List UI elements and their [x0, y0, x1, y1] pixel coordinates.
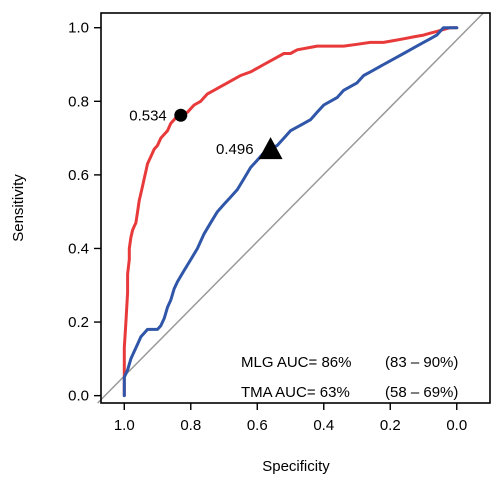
y-axis: 0.0 0.2 0.4 0.6 0.8 1.0 — [68, 20, 101, 405]
marker-label-tma: 0.496 — [216, 141, 254, 158]
x-tick-label: 0.8 — [180, 417, 201, 434]
legend-label-mlg: MLG AUC= 86% — [241, 354, 351, 371]
x-tick-label: 0.0 — [446, 417, 467, 434]
x-tick-label: 0.6 — [247, 417, 268, 434]
legend-ci-tma: (58 – 69%) — [385, 384, 458, 401]
marker-point-mlg — [174, 108, 188, 122]
series-line-mlg — [122, 26, 459, 398]
marker-label-mlg: 0.534 — [129, 107, 167, 124]
x-tick-label: 0.2 — [380, 417, 401, 434]
y-tick-label: 1.0 — [68, 20, 89, 37]
x-axis: 1.0 0.8 0.6 0.4 0.2 0.0 — [114, 403, 467, 434]
x-tick-label: 1.0 — [114, 417, 135, 434]
y-tick-label: 0.0 — [68, 388, 89, 405]
x-tick-label: 0.4 — [313, 417, 334, 434]
legend-label-tma: TMA AUC= 63% — [241, 384, 350, 401]
y-tick-label: 0.6 — [68, 167, 89, 184]
y-axis-title: Sensitivity — [10, 174, 27, 242]
y-tick-label: 0.2 — [68, 314, 89, 331]
legend: MLG AUC= 86% (83 – 90%) TMA AUC= 63% (58… — [241, 354, 458, 401]
diagonal-reference-line — [97, 12, 484, 404]
marker-point-tma — [258, 137, 283, 160]
plot-frame — [100, 12, 491, 404]
legend-ci-mlg: (83 – 90%) — [385, 354, 458, 371]
series-line-tma — [122, 26, 459, 398]
y-tick-label: 0.4 — [68, 240, 89, 257]
x-axis-title: Specificity — [262, 458, 330, 475]
y-tick-label: 0.8 — [68, 93, 89, 110]
